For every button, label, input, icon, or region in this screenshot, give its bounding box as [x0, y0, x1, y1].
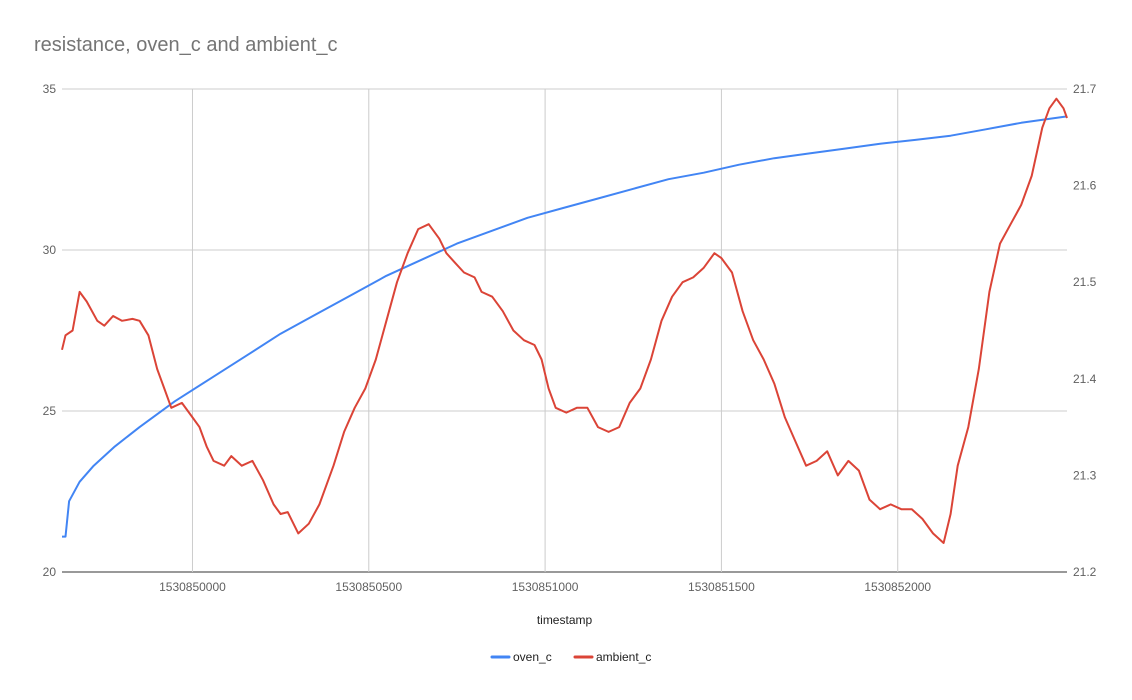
legend-label-ambient-c: ambient_c — [596, 650, 651, 664]
chart-title: resistance, oven_c and ambient_c — [34, 34, 338, 56]
x-tick-label: 1530851500 — [688, 580, 755, 594]
y-right-tick-label: 21.2 — [1073, 565, 1097, 579]
y-right-tick-label: 21.5 — [1073, 275, 1097, 289]
y-right-tick-label: 21.6 — [1073, 179, 1097, 193]
series-line-ambient-c — [61, 97, 1068, 544]
legend-label-oven-c: oven_c — [513, 650, 552, 664]
series-line-oven-c — [62, 115, 1068, 538]
y-right-tick-label: 21.7 — [1073, 82, 1097, 96]
y-left-tick-label: 20 — [43, 565, 57, 579]
x-tick-label: 1530850000 — [159, 580, 226, 594]
y-right-tick-label: 21.3 — [1073, 468, 1097, 482]
y-right-tick-label: 21.4 — [1073, 372, 1097, 386]
y-left-tick-label: 25 — [43, 404, 57, 418]
y-left-tick-label: 35 — [43, 82, 57, 96]
y-left-tick-label: 30 — [43, 243, 57, 257]
x-tick-label: 1530852000 — [864, 580, 931, 594]
x-axis-title: timestamp — [537, 613, 593, 627]
x-tick-label: 1530850500 — [335, 580, 402, 594]
x-tick-label: 1530851000 — [512, 580, 579, 594]
